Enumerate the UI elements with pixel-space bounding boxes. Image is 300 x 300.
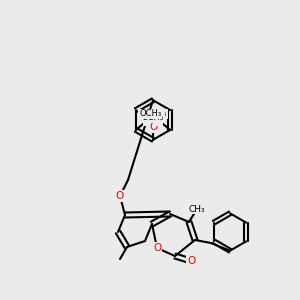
Text: O: O	[187, 256, 195, 266]
Text: OCH₃: OCH₃	[142, 113, 164, 122]
Text: O: O	[153, 243, 161, 253]
Text: OCH₃: OCH₃	[139, 110, 161, 118]
Text: CH₃: CH₃	[189, 205, 205, 214]
Text: O: O	[154, 115, 162, 125]
Text: O: O	[116, 191, 124, 201]
Text: O: O	[144, 115, 152, 125]
Text: OCH₃: OCH₃	[145, 110, 167, 118]
Text: O: O	[149, 122, 157, 132]
